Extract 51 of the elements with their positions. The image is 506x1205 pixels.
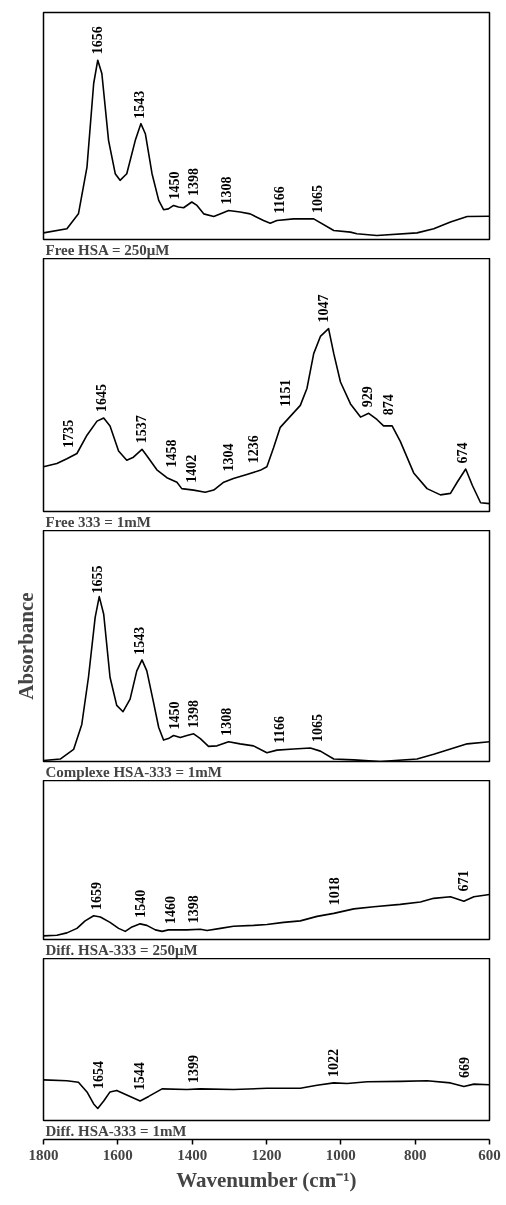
annotation: 1065: [309, 713, 325, 742]
annotation: 1540: [133, 889, 149, 918]
annotation: 1166: [272, 186, 288, 214]
annotation: 1399: [185, 1054, 201, 1083]
annotation: 1655: [90, 565, 106, 594]
annotation: 1398: [185, 895, 201, 924]
text: Diff. HSA-333 = 250μM: [45, 942, 198, 958]
text: Free HSA = 250μM: [45, 242, 170, 258]
annotation: 674: [455, 442, 470, 464]
text: Diff. HSA-333 = 1mM: [45, 1123, 187, 1139]
annotation: 1654: [90, 1061, 106, 1090]
annotation: 1402: [184, 454, 200, 483]
annotation: 874: [380, 394, 396, 416]
annotation: 1308: [219, 176, 235, 205]
annotation: 1659: [88, 881, 104, 910]
x-tick-label: 1600: [102, 1146, 133, 1163]
annotation: 1236: [246, 435, 262, 464]
annotation: 671: [456, 870, 472, 892]
annotation: 669: [456, 1057, 472, 1079]
annotation: 1398: [185, 168, 201, 197]
annotation: 1022: [325, 1048, 341, 1077]
annotation: 1735: [60, 419, 76, 448]
annotation: 1543: [132, 90, 148, 119]
annotation: 1304: [220, 443, 236, 472]
annotation: 1450: [166, 701, 182, 730]
annotation: 929: [360, 386, 376, 408]
annotation: 1543: [132, 626, 148, 655]
annotation: 1308: [219, 707, 235, 736]
annotation: 1065: [309, 184, 325, 213]
annotation: 1645: [94, 384, 110, 413]
annotation: 1151: [277, 379, 293, 407]
y-axis-title: Absorbance: [13, 592, 38, 700]
x-tick-label: 1200: [251, 1146, 282, 1163]
x-tick-label: 800: [403, 1146, 427, 1163]
annotation: 1656: [90, 26, 106, 55]
x-tick-label: 1400: [177, 1146, 208, 1163]
x-tick-label: 1800: [28, 1146, 59, 1163]
annotation: 1398: [185, 699, 201, 728]
annotation: 1537: [134, 415, 150, 444]
annotation: 1047: [316, 294, 332, 323]
annotation: 1018: [327, 877, 343, 906]
annotation: 1450: [166, 171, 182, 200]
x-axis-title: Wavenumber (cm⁻¹): [176, 1167, 357, 1192]
annotation: 1458: [163, 439, 179, 468]
annotation: 1460: [162, 895, 178, 924]
annotation: 1166: [272, 716, 288, 744]
x-tick-label: 1000: [325, 1146, 356, 1163]
text: Complexe HSA-333 = 1mM: [45, 764, 222, 780]
annotation: 1544: [131, 1062, 147, 1091]
text: Free 333 = 1mM: [45, 514, 151, 530]
x-tick-label: 600: [478, 1146, 501, 1163]
